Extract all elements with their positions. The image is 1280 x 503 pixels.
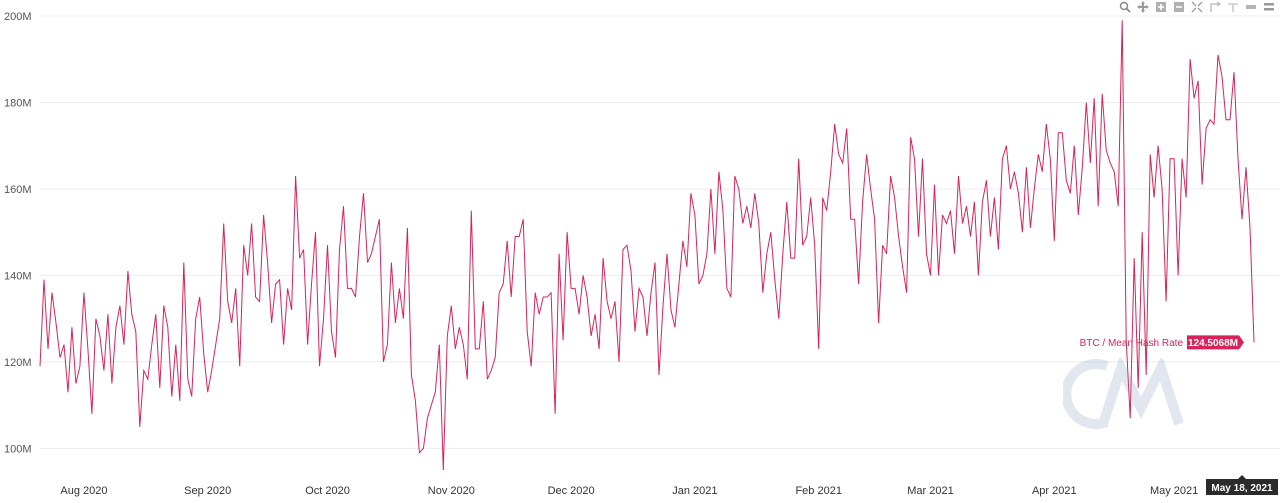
- gridlines: [40, 15, 1280, 449]
- x-tick-label: May 2021: [1150, 485, 1198, 497]
- last-value-label: 124.5068M: [1188, 338, 1238, 349]
- series-name-label: BTC / Mean Hash Rate: [1080, 338, 1184, 349]
- y-tick-label: 160M: [4, 184, 32, 196]
- chart-toolbar: [1118, 1, 1276, 13]
- zoom-icon[interactable]: [1118, 1, 1132, 13]
- cm-watermark-logo: [1061, 354, 1184, 430]
- pan-icon[interactable]: [1136, 1, 1150, 13]
- x-tick-label: Aug 2020: [60, 485, 107, 497]
- compare-icon[interactable]: [1244, 1, 1258, 13]
- y-axis: 100M 120M 140M 160M 180M 200M: [4, 11, 32, 455]
- autoscale-icon[interactable]: [1190, 1, 1204, 13]
- hover-date-label: May 18, 2021: [1211, 483, 1273, 494]
- last-value-badge: [1187, 335, 1244, 350]
- x-tick-label: Oct 2020: [305, 485, 350, 497]
- x-tick-label: Sep 2020: [184, 485, 231, 497]
- x-tick-label: Mar 2021: [907, 485, 953, 497]
- y-tick-label: 140M: [4, 270, 32, 282]
- x-tick-label: Apr 2021: [1032, 485, 1077, 497]
- zoom-out-icon[interactable]: [1172, 1, 1186, 13]
- x-tick-label: Jan 2021: [672, 485, 717, 497]
- spike-lines-icon[interactable]: [1226, 1, 1240, 13]
- x-axis: Aug 2020 Sep 2020 Oct 2020 Nov 2020 Dec 2020…: [60, 485, 1198, 497]
- series-layer: [39, 20, 1255, 471]
- y-tick-label: 120M: [4, 357, 32, 369]
- reset-axes-icon[interactable]: [1208, 1, 1222, 13]
- hover-closest-icon[interactable]: [1262, 1, 1276, 13]
- x-tick-label: Nov 2020: [428, 485, 475, 497]
- y-tick-label: 200M: [4, 11, 32, 23]
- x-tick-label: Feb 2021: [795, 485, 841, 497]
- zoom-in-icon[interactable]: [1154, 1, 1168, 13]
- hover-date-badge: [1206, 475, 1278, 495]
- x-tick-label: Dec 2020: [548, 485, 595, 497]
- series-line-hash-rate: [39, 20, 1255, 471]
- y-tick-label: 180M: [4, 97, 32, 109]
- y-tick-label: 100M: [4, 443, 32, 455]
- series-annotations: BTC / Mean Hash Rate 124.5068M May 18, 202…: [1080, 335, 1278, 495]
